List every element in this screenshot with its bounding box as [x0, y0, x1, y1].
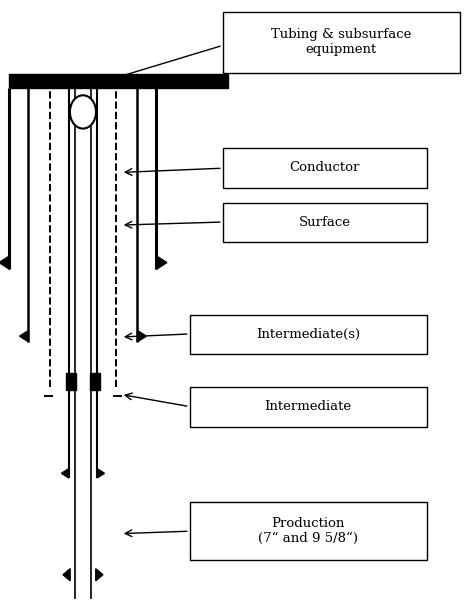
- Polygon shape: [137, 330, 146, 342]
- FancyBboxPatch shape: [223, 12, 460, 73]
- Polygon shape: [96, 569, 103, 581]
- FancyBboxPatch shape: [190, 315, 427, 354]
- Text: Intermediate: Intermediate: [264, 401, 352, 413]
- Polygon shape: [19, 330, 28, 342]
- Bar: [66, 373, 76, 390]
- Bar: [90, 373, 100, 390]
- Ellipse shape: [70, 95, 96, 129]
- FancyBboxPatch shape: [223, 203, 427, 242]
- Text: Surface: Surface: [299, 216, 351, 229]
- Text: Intermediate(s): Intermediate(s): [256, 328, 360, 341]
- Polygon shape: [63, 569, 70, 581]
- Text: Production
(7“ and 9 5/8“): Production (7“ and 9 5/8“): [258, 517, 358, 545]
- Text: Tubing & subsurface
equipment: Tubing & subsurface equipment: [271, 28, 411, 56]
- Polygon shape: [156, 256, 167, 269]
- Polygon shape: [97, 469, 104, 478]
- Polygon shape: [62, 469, 69, 478]
- FancyBboxPatch shape: [223, 148, 427, 188]
- Polygon shape: [0, 256, 9, 269]
- FancyBboxPatch shape: [190, 502, 427, 560]
- FancyBboxPatch shape: [190, 387, 427, 427]
- Text: Conductor: Conductor: [290, 162, 360, 174]
